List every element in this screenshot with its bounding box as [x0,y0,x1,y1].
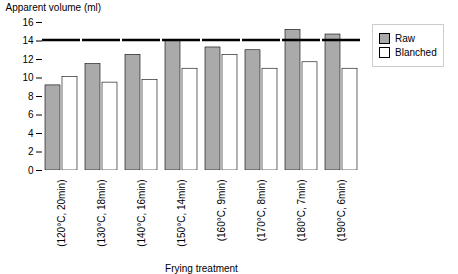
svg-text:10: 10 [22,72,34,83]
svg-text:16: 16 [22,17,34,28]
svg-text:6: 6 [28,109,34,120]
svg-text:(190°C, 6min): (190°C, 6min) [336,180,347,242]
svg-text:4: 4 [28,128,34,139]
svg-text:(170°C, 8min): (170°C, 8min) [256,180,267,242]
svg-text:14: 14 [22,35,34,46]
svg-text:Frying treatment: Frying treatment [165,263,238,274]
svg-text:(130°C, 18min): (130°C, 18min) [96,180,107,247]
svg-text:(180°C, 7min): (180°C, 7min) [296,180,307,242]
svg-text:2: 2 [28,146,34,157]
svg-text:0: 0 [28,165,34,176]
html-text:Blanched: Blanched [395,47,437,58]
svg-text:8: 8 [28,91,34,102]
html-text:Raw: Raw [395,33,415,44]
svg-text:12: 12 [22,54,34,65]
svg-text:(120°C, 20min): (120°C, 20min) [56,180,67,247]
svg-text:(140°C, 16min): (140°C, 16min) [136,180,147,247]
svg-text:Apparent volume (ml): Apparent volume (ml) [6,2,102,13]
svg-text:(160°C, 9min): (160°C, 9min) [216,180,227,242]
svg-text:(150°C, 14min): (150°C, 14min) [176,180,187,247]
